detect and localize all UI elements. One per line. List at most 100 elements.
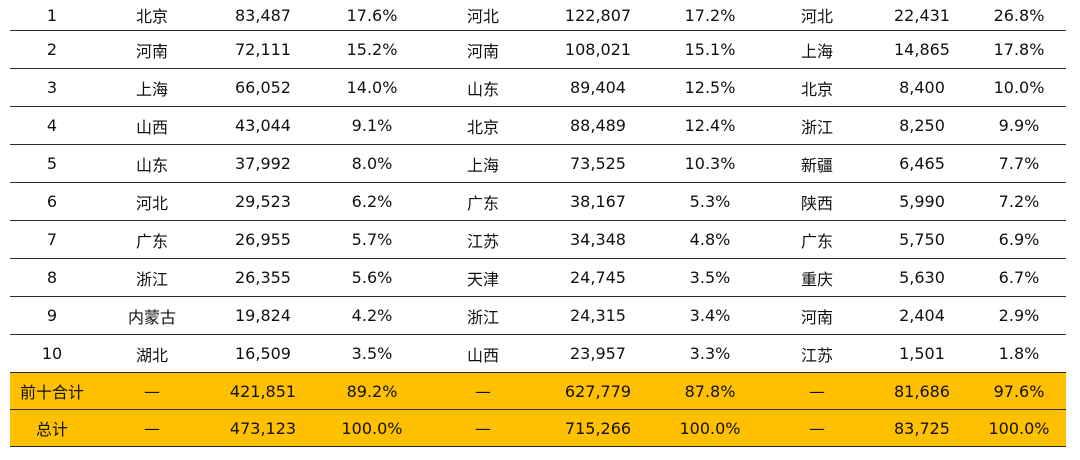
share-cell: 17.6% bbox=[316, 0, 428, 31]
region-cell: 江苏 bbox=[762, 334, 872, 373]
region-cell: 浙江 bbox=[94, 258, 210, 297]
dash-cell: — bbox=[94, 409, 210, 447]
rank-cell: 4 bbox=[10, 106, 94, 145]
share-cell: 12.4% bbox=[658, 106, 762, 145]
rank-cell: 7 bbox=[10, 220, 94, 259]
table-row: 7 广东 26,955 5.7% 江苏 34,348 4.8% 广东 5,750… bbox=[10, 220, 1066, 259]
value-cell: 14,865 bbox=[872, 30, 972, 69]
table-row: 8 浙江 26,355 5.6% 天津 24,745 3.5% 重庆 5,630… bbox=[10, 258, 1066, 297]
value-cell: 5,990 bbox=[872, 182, 972, 221]
value-cell: 473,123 bbox=[210, 409, 316, 447]
share-cell: 3.3% bbox=[658, 334, 762, 373]
table-row: 1 北京 83,487 17.6% 河北 122,807 17.2% 河北 22… bbox=[10, 0, 1066, 31]
region-cell: 新疆 bbox=[762, 144, 872, 183]
ranking-table: 1 北京 83,487 17.6% 河北 122,807 17.2% 河北 22… bbox=[10, 0, 1066, 447]
rank-cell: 2 bbox=[10, 30, 94, 69]
region-cell: 重庆 bbox=[762, 258, 872, 297]
value-cell: 6,465 bbox=[872, 144, 972, 183]
value-cell: 26,355 bbox=[210, 258, 316, 297]
region-cell: 江苏 bbox=[428, 220, 538, 259]
dash-cell: — bbox=[762, 372, 872, 410]
region-cell: 山西 bbox=[428, 334, 538, 373]
share-cell: 4.8% bbox=[658, 220, 762, 259]
value-cell: 72,111 bbox=[210, 30, 316, 69]
share-cell: 3.5% bbox=[316, 334, 428, 373]
share-cell: 87.8% bbox=[658, 372, 762, 410]
value-cell: 29,523 bbox=[210, 182, 316, 221]
region-cell: 广东 bbox=[762, 220, 872, 259]
table-row: 6 河北 29,523 6.2% 广东 38,167 5.3% 陕西 5,990… bbox=[10, 182, 1066, 221]
value-cell: 38,167 bbox=[538, 182, 658, 221]
share-cell: 3.5% bbox=[658, 258, 762, 297]
share-cell: 14.0% bbox=[316, 68, 428, 107]
region-cell: 天津 bbox=[428, 258, 538, 297]
share-cell: 6.7% bbox=[972, 258, 1066, 297]
region-cell: 陕西 bbox=[762, 182, 872, 221]
region-cell: 浙江 bbox=[762, 106, 872, 145]
region-cell: 河南 bbox=[94, 30, 210, 69]
rank-cell: 10 bbox=[10, 334, 94, 373]
region-cell: 山西 bbox=[94, 106, 210, 145]
dash-cell: — bbox=[94, 372, 210, 410]
region-cell: 内蒙古 bbox=[94, 296, 210, 335]
table-row: 9 内蒙古 19,824 4.2% 浙江 24,315 3.4% 河南 2,40… bbox=[10, 296, 1066, 335]
value-cell: 16,509 bbox=[210, 334, 316, 373]
share-cell: 17.2% bbox=[658, 0, 762, 31]
value-cell: 22,431 bbox=[872, 0, 972, 31]
value-cell: 66,052 bbox=[210, 68, 316, 107]
value-cell: 421,851 bbox=[210, 372, 316, 410]
share-cell: 1.8% bbox=[972, 334, 1066, 373]
share-cell: 6.9% bbox=[972, 220, 1066, 259]
share-cell: 4.2% bbox=[316, 296, 428, 335]
share-cell: 89.2% bbox=[316, 372, 428, 410]
share-cell: 8.0% bbox=[316, 144, 428, 183]
region-cell: 北京 bbox=[94, 0, 210, 31]
value-cell: 8,400 bbox=[872, 68, 972, 107]
rank-cell: 3 bbox=[10, 68, 94, 107]
value-cell: 81,686 bbox=[872, 372, 972, 410]
share-cell: 15.2% bbox=[316, 30, 428, 69]
value-cell: 73,525 bbox=[538, 144, 658, 183]
summary-label: 总计 bbox=[10, 409, 94, 447]
share-cell: 10.0% bbox=[972, 68, 1066, 107]
region-cell: 山东 bbox=[94, 144, 210, 183]
summary-row-top10: 前十合计 — 421,851 89.2% — 627,779 87.8% — 8… bbox=[10, 372, 1066, 410]
summary-row-total: 总计 — 473,123 100.0% — 715,266 100.0% — 8… bbox=[10, 409, 1066, 447]
region-cell: 山东 bbox=[428, 68, 538, 107]
share-cell: 12.5% bbox=[658, 68, 762, 107]
rank-cell: 5 bbox=[10, 144, 94, 183]
value-cell: 37,992 bbox=[210, 144, 316, 183]
table-row: 10 湖北 16,509 3.5% 山西 23,957 3.3% 江苏 1,50… bbox=[10, 334, 1066, 373]
share-cell: 26.8% bbox=[972, 0, 1066, 31]
share-cell: 9.1% bbox=[316, 106, 428, 145]
region-cell: 广东 bbox=[94, 220, 210, 259]
rank-cell: 9 bbox=[10, 296, 94, 335]
dash-cell: — bbox=[428, 372, 538, 410]
value-cell: 24,315 bbox=[538, 296, 658, 335]
region-cell: 河南 bbox=[762, 296, 872, 335]
share-cell: 100.0% bbox=[972, 409, 1066, 447]
share-cell: 17.8% bbox=[972, 30, 1066, 69]
value-cell: 89,404 bbox=[538, 68, 658, 107]
share-cell: 5.6% bbox=[316, 258, 428, 297]
value-cell: 23,957 bbox=[538, 334, 658, 373]
region-cell: 河北 bbox=[94, 182, 210, 221]
region-cell: 河北 bbox=[762, 0, 872, 31]
region-cell: 北京 bbox=[428, 106, 538, 145]
share-cell: 7.7% bbox=[972, 144, 1066, 183]
value-cell: 19,824 bbox=[210, 296, 316, 335]
value-cell: 34,348 bbox=[538, 220, 658, 259]
share-cell: 6.2% bbox=[316, 182, 428, 221]
value-cell: 83,487 bbox=[210, 0, 316, 31]
share-cell: 10.3% bbox=[658, 144, 762, 183]
value-cell: 2,404 bbox=[872, 296, 972, 335]
region-cell: 湖北 bbox=[94, 334, 210, 373]
region-cell: 河北 bbox=[428, 0, 538, 31]
rank-cell: 6 bbox=[10, 182, 94, 221]
table-row: 3 上海 66,052 14.0% 山东 89,404 12.5% 北京 8,4… bbox=[10, 68, 1066, 107]
share-cell: 5.7% bbox=[316, 220, 428, 259]
dash-cell: — bbox=[428, 409, 538, 447]
value-cell: 83,725 bbox=[872, 409, 972, 447]
table-row: 2 河南 72,111 15.2% 河南 108,021 15.1% 上海 14… bbox=[10, 30, 1066, 69]
value-cell: 1,501 bbox=[872, 334, 972, 373]
